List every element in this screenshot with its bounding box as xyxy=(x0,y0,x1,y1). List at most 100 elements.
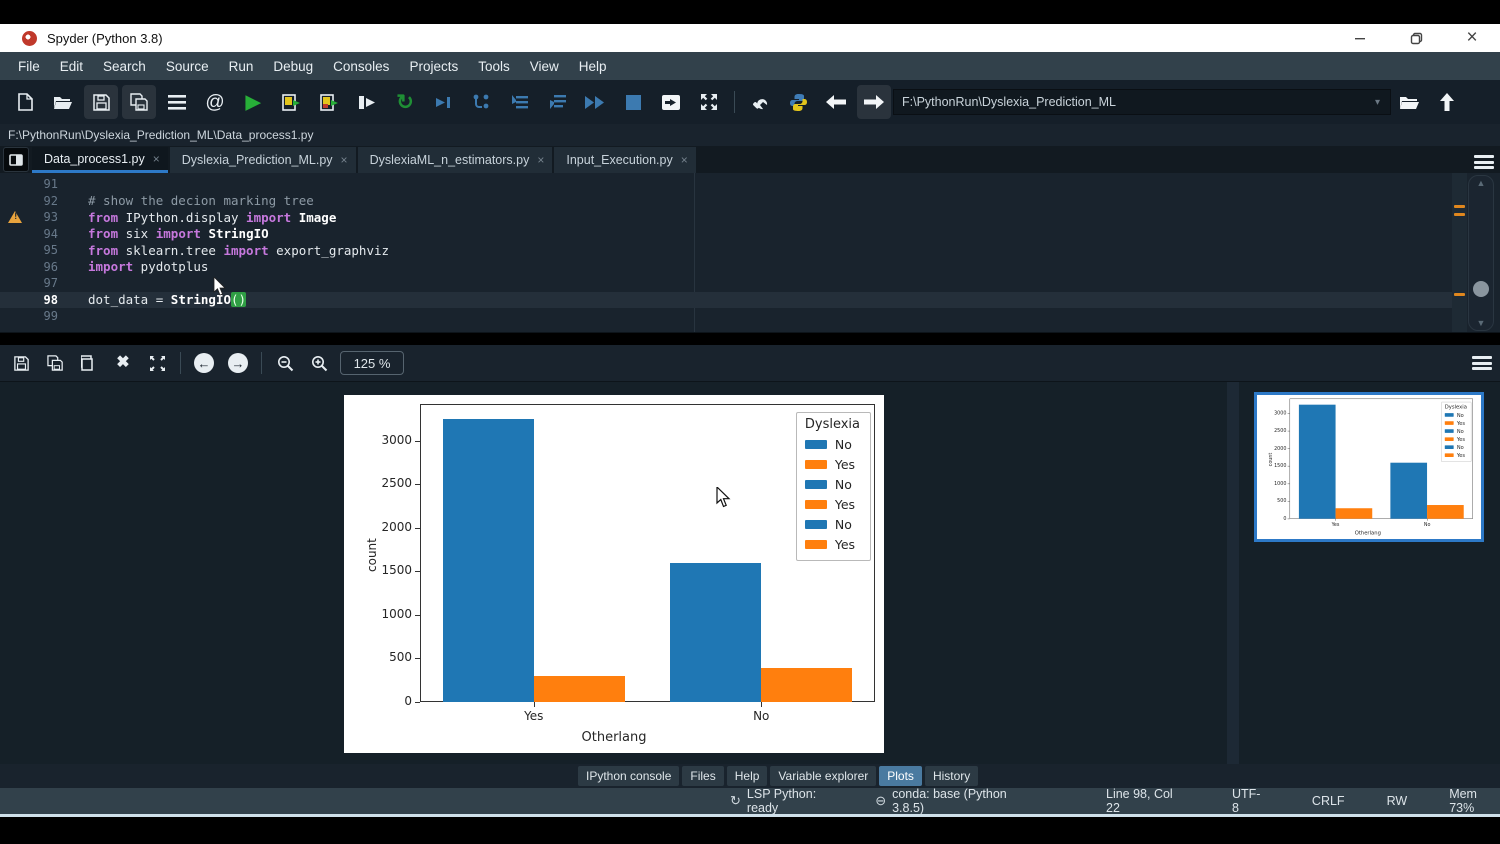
tab-close-icon[interactable]: × xyxy=(537,153,545,167)
close-button[interactable]: × xyxy=(1466,27,1478,48)
run-cell-advance-button[interactable] xyxy=(310,85,348,119)
bar-no-yes xyxy=(1298,404,1336,519)
run-button[interactable]: ▶ xyxy=(245,91,261,113)
debug-button[interactable] xyxy=(424,85,462,119)
menu-item-run[interactable]: Run xyxy=(228,58,254,74)
pane-tab-plots[interactable]: Plots xyxy=(879,766,922,786)
tab-close-icon[interactable]: × xyxy=(340,153,348,167)
menu-bar: File Edit Search Source Run Debug Consoles Proj… xyxy=(0,52,1500,80)
browse-directory-button[interactable] xyxy=(1390,85,1428,119)
menu-item-view[interactable]: View xyxy=(529,58,559,74)
menu-item-source[interactable]: Source xyxy=(165,58,209,74)
file-switcher-button[interactable] xyxy=(158,85,196,119)
spyder-logo-icon xyxy=(22,30,37,46)
menu-item-file[interactable]: File xyxy=(18,58,40,74)
run-selection-button[interactable] xyxy=(348,85,386,119)
menu-item-debug[interactable]: Debug xyxy=(273,58,314,74)
x-tick-label: No xyxy=(1423,521,1431,528)
breadcrumb-path: F:\PythonRun\Dyslexia_Prediction_ML\Data… xyxy=(8,128,314,142)
legend-label: No xyxy=(1456,443,1464,451)
save-all-plots-button[interactable] xyxy=(38,348,72,378)
minimize-button[interactable] xyxy=(1332,24,1388,52)
line-number: 91 xyxy=(43,177,58,192)
code-line-93[interactable]: 93 from IPython.display import Image xyxy=(0,209,1452,226)
menu-item-help[interactable]: Help xyxy=(578,58,607,74)
run-cell-button[interactable] xyxy=(272,85,310,119)
pane-tab-variable-explorer[interactable]: Variable explorer xyxy=(770,766,877,786)
editor-tab-dyslexia_prediction_ml-py[interactable]: Dyslexia_Prediction_ML.py × xyxy=(169,147,356,173)
tabbar-options-menu-button[interactable] xyxy=(1474,155,1494,169)
fit-plot-button[interactable] xyxy=(140,348,174,378)
tab-close-icon[interactable]: × xyxy=(152,151,160,166)
zoom-level-display[interactable]: 125 % xyxy=(340,351,404,375)
editor-scrollbar-thumb[interactable] xyxy=(1473,281,1489,297)
code-line-94[interactable]: 94 from six import StringIO xyxy=(0,226,1452,243)
zoom-out-button[interactable] xyxy=(268,348,302,378)
legend-entry: No xyxy=(1444,411,1467,419)
conda-status-icon: ⊖ xyxy=(875,793,887,808)
stop-button[interactable] xyxy=(614,85,652,119)
code-line-95[interactable]: 95 from sklearn.tree import export_graphv… xyxy=(0,242,1452,259)
back-button[interactable] xyxy=(817,85,855,119)
menu-item-consoles[interactable]: Consoles xyxy=(333,58,390,74)
pane-tab-help[interactable]: Help xyxy=(726,766,768,786)
debug-step-return-button[interactable] xyxy=(538,85,576,119)
fullscreen-button[interactable] xyxy=(690,85,728,119)
debug-step-into-button[interactable] xyxy=(500,85,538,119)
working-directory-dropdown-icon[interactable]: ▾ xyxy=(1375,96,1381,108)
preferences-button[interactable] xyxy=(741,85,779,119)
chart-legend: Dyslexia No Yes No Yes No Yes xyxy=(1441,401,1472,462)
menu-item-search[interactable]: Search xyxy=(103,58,146,74)
code-line-96[interactable]: 96 import pydotplus xyxy=(0,259,1452,276)
debug-step-button[interactable] xyxy=(462,85,500,119)
editor-scrollbar[interactable]: ▲ ▼ xyxy=(1468,175,1494,331)
remove-plot-button[interactable]: ✖ xyxy=(116,354,130,371)
zoom-in-button[interactable] xyxy=(302,348,336,378)
previous-plot-button[interactable]: ← xyxy=(187,348,221,378)
save-button[interactable] xyxy=(84,85,118,119)
code-line-99[interactable]: 99 xyxy=(0,308,1452,325)
find-symbols-button[interactable]: @ xyxy=(205,91,225,113)
legend-swatch xyxy=(1444,412,1454,417)
plots-options-menu-button[interactable] xyxy=(1472,356,1492,370)
legend-entry: No xyxy=(804,514,860,534)
maximize-pane-button[interactable] xyxy=(652,85,690,119)
legend-title: Dyslexia xyxy=(804,417,860,432)
new-file-button[interactable] xyxy=(6,85,44,119)
code-text: from sklearn.tree import export_graphviz xyxy=(88,242,390,258)
debug-continue-button[interactable] xyxy=(576,85,614,119)
code-line-92[interactable]: 92 # show the decion marking tree xyxy=(0,193,1452,210)
editor-tab-input_execution-py[interactable]: Input_Execution.py × xyxy=(554,147,696,173)
pane-tab-files[interactable]: Files xyxy=(682,766,724,786)
tab-close-icon[interactable]: × xyxy=(680,153,688,167)
plots-splitter[interactable] xyxy=(1227,382,1239,764)
forward-button[interactable] xyxy=(857,85,891,119)
scrollbar-down-icon[interactable]: ▼ xyxy=(1476,318,1486,328)
python-path-manager-button[interactable] xyxy=(779,85,817,119)
pane-tab-history[interactable]: History xyxy=(924,766,979,786)
plot-thumbnail-selected[interactable]: 0 500 1000 1500 2000 2500 3000 Yes No count Otherl… xyxy=(1254,392,1484,542)
pane-tab-ipython-console[interactable]: IPython console xyxy=(578,766,680,786)
save-all-button[interactable] xyxy=(122,85,156,119)
editor-tab-dyslexiaml_n_estimators-py[interactable]: DyslexiaML_n_estimators.py × xyxy=(357,147,553,173)
menu-item-edit[interactable]: Edit xyxy=(59,58,84,74)
menu-item-tools[interactable]: Tools xyxy=(478,58,510,74)
next-plot-button[interactable]: → xyxy=(221,348,255,378)
restore-button[interactable] xyxy=(1388,24,1444,52)
rerun-cell-button[interactable]: ↻ xyxy=(396,90,414,114)
open-file-button[interactable] xyxy=(44,85,82,119)
code-line-97[interactable]: 97 xyxy=(0,275,1452,292)
scrollbar-up-icon[interactable]: ▲ xyxy=(1476,178,1486,188)
browse-tabs-button[interactable] xyxy=(3,147,29,172)
save-plot-button[interactable] xyxy=(4,348,38,378)
go-up-button[interactable] xyxy=(1428,85,1466,119)
editor-tab-data_process1-py[interactable]: Data_process1.py × xyxy=(32,147,168,173)
code-line-98[interactable]: 98 dot_data = StringIO() xyxy=(0,291,1452,308)
toolbar-separator xyxy=(734,91,735,113)
code-line-91[interactable]: 91 xyxy=(0,176,1452,193)
editor-tab-label: Input_Execution.py xyxy=(566,153,673,167)
working-directory-input[interactable] xyxy=(893,89,1391,115)
menu-item-projects[interactable]: Projects xyxy=(409,58,459,74)
copy-plot-button[interactable] xyxy=(72,348,106,378)
